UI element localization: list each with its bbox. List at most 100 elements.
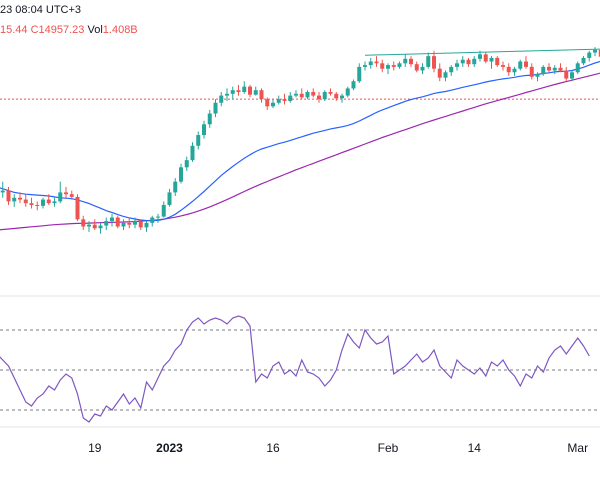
candle-body	[564, 70, 569, 79]
candle	[98, 222, 103, 234]
candle-body	[495, 57, 500, 66]
candle	[196, 131, 201, 150]
candle	[133, 217, 137, 229]
candle-body	[248, 86, 252, 95]
trend-line	[364, 48, 600, 56]
candle	[495, 56, 500, 67]
candle	[414, 61, 419, 73]
candle	[23, 194, 28, 207]
candle-body	[501, 65, 505, 67]
candle-body	[213, 102, 218, 114]
candle	[305, 90, 310, 100]
candle-body	[282, 99, 287, 101]
candle-body	[115, 217, 120, 227]
candle-body	[558, 67, 563, 71]
rsi-line	[0, 315, 590, 423]
candle	[420, 63, 425, 75]
candle	[207, 109, 212, 128]
candle	[432, 50, 436, 73]
candle	[512, 66, 517, 76]
candle	[138, 219, 143, 231]
candle	[374, 56, 379, 67]
candle	[386, 63, 390, 75]
candle-body	[351, 81, 356, 89]
candle-body	[156, 216, 160, 218]
candle-body	[570, 72, 574, 79]
time-tick-label: 19	[88, 441, 102, 455]
candle-body	[144, 222, 149, 228]
candle	[0, 181, 5, 198]
candle-body	[288, 95, 293, 101]
candle	[184, 156, 189, 171]
candle-body	[472, 58, 477, 65]
candle-body	[432, 56, 436, 69]
candle	[581, 56, 586, 66]
candle	[161, 201, 166, 218]
header-close: C14957.23	[30, 24, 85, 36]
candle-body	[0, 190, 5, 193]
candle-body	[466, 59, 471, 65]
candle-body	[305, 92, 310, 98]
candle-body	[443, 72, 448, 78]
candle-body	[317, 95, 321, 100]
candle-body	[127, 222, 132, 225]
candle	[288, 92, 293, 103]
candle-body	[110, 217, 114, 222]
candle-body	[386, 65, 390, 69]
candle-body	[230, 90, 235, 94]
header-vol-value: 1.408B	[102, 24, 138, 36]
candle-body	[6, 190, 11, 202]
candle	[351, 79, 356, 91]
candle-body	[524, 61, 528, 67]
candle-body	[449, 66, 454, 73]
candle	[460, 56, 465, 67]
candle	[535, 72, 540, 82]
candle-body	[518, 61, 523, 69]
candle	[472, 56, 477, 67]
candle-body	[196, 135, 201, 146]
candle-body	[541, 66, 546, 75]
candle	[18, 192, 22, 204]
candle	[282, 93, 287, 105]
candle	[489, 56, 494, 69]
candle-body	[409, 58, 413, 65]
candle-body	[391, 65, 396, 67]
candle-body	[133, 221, 137, 225]
candle	[547, 63, 551, 73]
candle	[455, 59, 459, 71]
candle-body	[529, 66, 534, 77]
candle-body	[29, 203, 34, 205]
candles-group	[0, 47, 600, 234]
candle-body	[184, 160, 189, 168]
candle	[167, 188, 172, 207]
candle-body	[478, 54, 482, 59]
candle-body	[512, 68, 517, 73]
candle	[52, 197, 57, 207]
candle-body	[593, 49, 597, 53]
candle	[443, 70, 448, 82]
candle	[391, 61, 396, 71]
candle-body	[506, 66, 511, 73]
candle	[179, 163, 183, 184]
candle-body	[259, 90, 264, 100]
candle-body	[236, 90, 241, 92]
candle	[328, 88, 333, 96]
candle	[437, 63, 442, 82]
candle	[593, 47, 597, 57]
candle-body	[483, 54, 488, 62]
header-partial-value: 15.44	[0, 24, 28, 36]
candle	[345, 86, 350, 98]
candle	[524, 56, 528, 69]
candle	[501, 61, 505, 71]
candle-body	[328, 92, 333, 94]
candle-body	[18, 197, 22, 200]
candle	[69, 190, 74, 200]
candle-body	[368, 61, 373, 66]
candle-body	[87, 224, 91, 227]
ma-slow-line	[0, 72, 600, 231]
candle-body	[253, 90, 258, 95]
candle-body	[345, 88, 350, 96]
candle-body	[357, 66, 362, 82]
chart-header: 23 08:04 UTC+3	[0, 4, 81, 16]
candle	[363, 61, 367, 71]
